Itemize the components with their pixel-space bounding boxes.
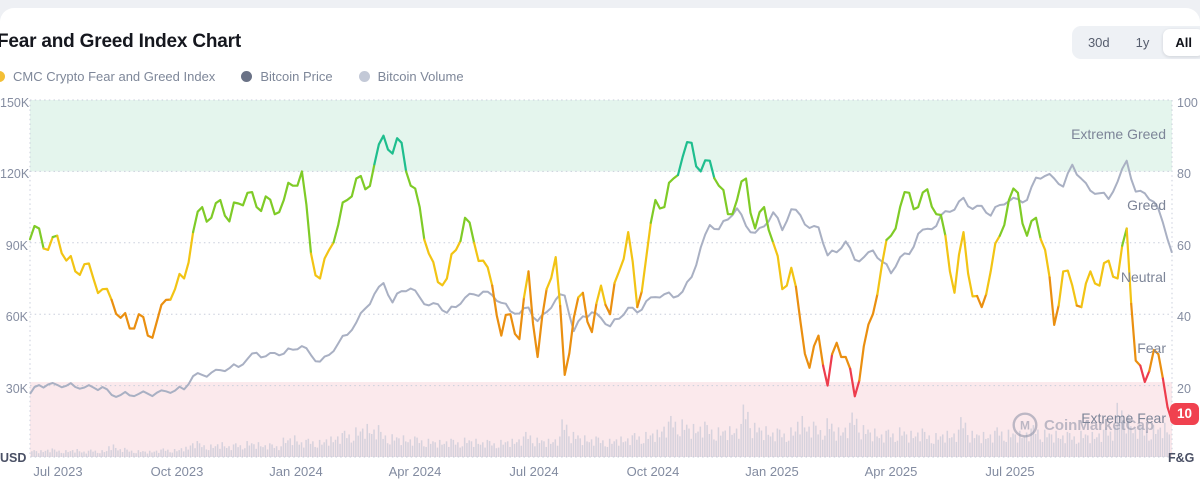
right-axis-tick: 20 xyxy=(1177,381,1191,396)
bitcoin-price-dot-icon xyxy=(241,71,253,82)
current-fg-value-badge: 10 xyxy=(1170,403,1200,425)
x-axis-tick: Jul 2024 xyxy=(509,464,559,479)
zone-label-fear: Fear xyxy=(1137,339,1166,356)
right-axis-tick: 80 xyxy=(1177,167,1191,182)
right-axis-unit: F&G xyxy=(1168,451,1195,465)
bitcoin-volume-dot-icon xyxy=(358,71,370,82)
range-button-all[interactable]: All xyxy=(1163,29,1200,56)
watermark-text: CoinMarketCap xyxy=(1044,416,1155,434)
left-axis-tick: 30K xyxy=(5,381,28,396)
x-axis-tick: Jul 2025 xyxy=(985,464,1035,479)
x-axis-tick: Apr 2024 xyxy=(388,464,442,479)
zone-label-extreme-greed: Extreme Greed xyxy=(1071,125,1166,142)
legend-label: Bitcoin Volume xyxy=(377,69,464,84)
x-axis-tick: Oct 2024 xyxy=(626,464,680,479)
coinmarketcap-logo-icon: M xyxy=(1012,412,1038,438)
zone-label-extreme-fear: Extreme Fear xyxy=(1081,409,1166,426)
legend-item-bitcoin-volume[interactable]: Bitcoin Volume xyxy=(358,69,464,84)
zone-label-neutral: Neutral xyxy=(1120,268,1166,285)
coinmarketcap-watermark: M CoinMarketCap xyxy=(1012,412,1154,438)
right-axis-tick: 100 xyxy=(1177,96,1198,110)
legend-item-bitcoin-price[interactable]: Bitcoin Price xyxy=(241,69,333,84)
legend-label: CMC Crypto Fear and Greed Index xyxy=(13,69,216,84)
extreme-greed-band xyxy=(30,100,1172,172)
time-range-selector: 30d 1y All xyxy=(1071,26,1200,59)
fear-greed-dot-icon xyxy=(0,71,5,82)
svg-text:M: M xyxy=(1020,419,1030,433)
left-axis-tick: 90K xyxy=(5,238,28,253)
legend-item-fear-greed[interactable]: CMC Crypto Fear and Greed Index xyxy=(0,69,215,84)
left-axis-tick: 150K xyxy=(0,96,30,110)
left-axis-tick: 60K xyxy=(5,310,28,325)
right-axis-tick: 60 xyxy=(1177,238,1191,253)
range-button-1y[interactable]: 1y xyxy=(1124,29,1162,56)
x-axis-tick: Jul 2023 xyxy=(33,464,83,479)
bitcoin-price-line xyxy=(29,159,1173,398)
x-axis-tick: Jan 2024 xyxy=(269,464,323,479)
chart-legend: CMC Crypto Fear and Greed Index Bitcoin … xyxy=(0,69,464,84)
x-axis-tick: Oct 2023 xyxy=(150,464,204,479)
page-title: Fear and Greed Index Chart xyxy=(0,31,241,52)
x-axis-tick: Jan 2025 xyxy=(745,464,799,479)
x-axis-tick: Apr 2025 xyxy=(864,464,918,479)
zone-label-greed: Greed xyxy=(1127,197,1166,214)
left-axis-unit: USD xyxy=(0,451,27,465)
legend-label: Bitcoin Price xyxy=(260,69,333,84)
left-axis-tick: 120K xyxy=(0,167,30,182)
right-axis-tick: 40 xyxy=(1177,310,1191,325)
range-button-30d[interactable]: 30d xyxy=(1076,29,1122,56)
